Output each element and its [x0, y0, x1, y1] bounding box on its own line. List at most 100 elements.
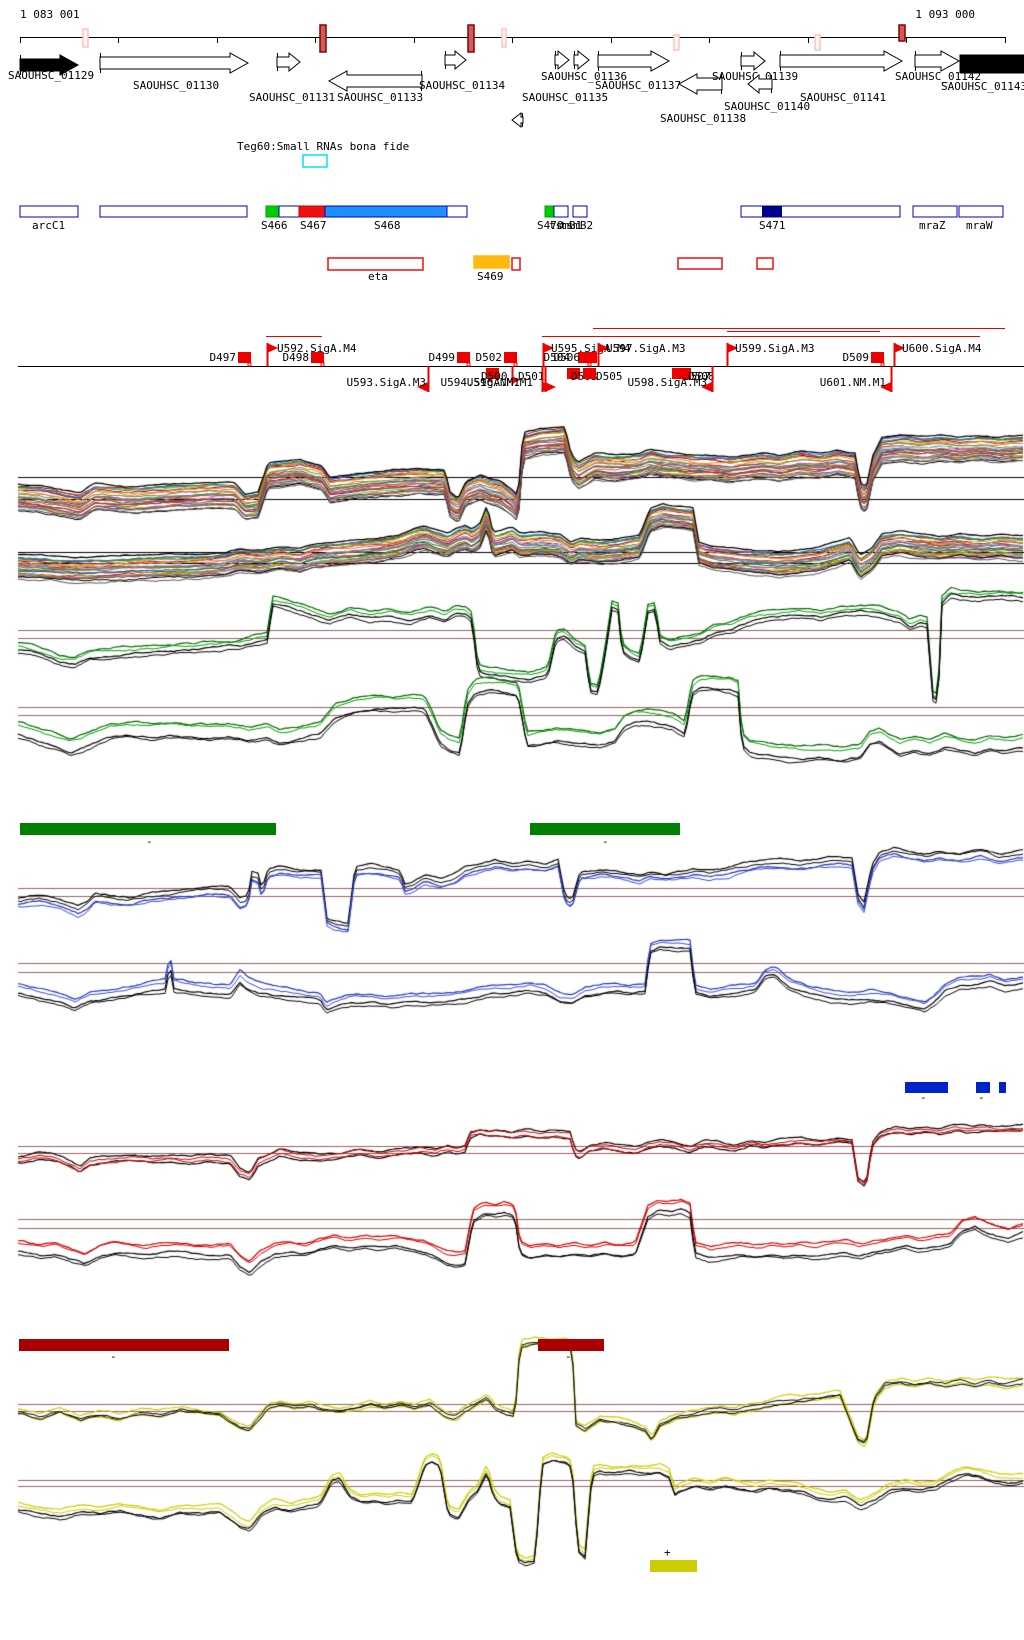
- srna-label: S470: [537, 219, 564, 232]
- feature-flag[interactable]: [512, 376, 520, 384]
- feature-flag[interactable]: [701, 382, 712, 392]
- srna-box[interactable]: [572, 205, 588, 218]
- gene-arrow[interactable]: [747, 73, 773, 95]
- blue-segment-bar[interactable]: [999, 1082, 1006, 1093]
- srna-box[interactable]: [19, 205, 79, 218]
- gene-arrow[interactable]: [99, 52, 250, 74]
- srna-box[interactable]: [740, 205, 901, 218]
- srna-label: S468: [374, 219, 401, 232]
- feature-flag[interactable]: [880, 382, 891, 392]
- feature-flag[interactable]: [894, 343, 905, 353]
- feature-marker-box[interactable]: [583, 368, 596, 379]
- gene-arrow[interactable]: [677, 73, 723, 95]
- feature-flag[interactable]: [598, 343, 609, 353]
- gene-arrow[interactable]: [19, 54, 80, 76]
- gene-label: SAOUHSC_01134: [419, 79, 505, 92]
- srna-label: tsmB2: [560, 219, 593, 232]
- darkred-segment-bar[interactable]: [19, 1339, 229, 1351]
- gene-label: SAOUHSC_01131: [249, 91, 335, 104]
- gene-arrow[interactable]: [914, 50, 961, 72]
- feature-label: D497: [210, 351, 237, 364]
- feature-label: U596.NM.M1: [467, 376, 533, 389]
- feature-marker-box[interactable]: [238, 352, 251, 363]
- srna-label: S471: [759, 219, 786, 232]
- feature-flag[interactable]: [543, 343, 554, 353]
- feature-label: U594.SigA.M1: [441, 376, 520, 389]
- eta-row-box[interactable]: [511, 257, 521, 271]
- srna-box[interactable]: [265, 205, 280, 218]
- feature-label: D501: [518, 370, 545, 383]
- ruler-variant-mark[interactable]: [673, 34, 680, 51]
- feature-label: U593.SigA.M3: [347, 376, 426, 389]
- gene-arrow[interactable]: [276, 51, 301, 73]
- strand-label: +: [664, 1546, 671, 1559]
- feature-marker-box[interactable]: [584, 352, 597, 363]
- srna-box[interactable]: [912, 205, 958, 218]
- gene-arrow[interactable]: [444, 49, 467, 71]
- gene-arrow[interactable]: [327, 70, 423, 92]
- feature-flag[interactable]: [267, 343, 278, 353]
- feature-marker-box[interactable]: [871, 352, 884, 363]
- feature-flag[interactable]: [727, 343, 738, 353]
- feature-flag[interactable]: [545, 382, 556, 392]
- srna-box[interactable]: [544, 205, 555, 218]
- feature-marker-box[interactable]: [457, 352, 470, 363]
- feature-flag[interactable]: [417, 382, 428, 392]
- ruler-variant-mark[interactable]: [501, 28, 507, 48]
- srna-box[interactable]: [99, 205, 248, 218]
- blue-segment-bar[interactable]: [905, 1082, 948, 1093]
- yellow-segment-bar[interactable]: [650, 1560, 697, 1572]
- srna-box[interactable]: [298, 205, 326, 218]
- srna-box[interactable]: [324, 205, 448, 218]
- feature-marker-box[interactable]: [311, 352, 324, 363]
- gene-label: SAOUHSC_01139: [712, 70, 798, 83]
- gene-arrow[interactable]: [511, 111, 524, 129]
- teg60-label: Teg60:Small RNAs bona fide: [237, 140, 409, 153]
- srna-box[interactable]: [958, 205, 1004, 218]
- feature-marker-box[interactable]: [486, 368, 499, 379]
- eta-row-box[interactable]: [473, 255, 510, 269]
- gene-arrow[interactable]: [959, 54, 1024, 74]
- feature-label: D502: [476, 351, 503, 364]
- feature-label: U592.SigA.M4: [277, 342, 357, 355]
- ruler-variant-mark[interactable]: [898, 24, 906, 42]
- gene-label: SAOUHSC_01141: [800, 91, 886, 104]
- ruler-variant-mark[interactable]: [82, 28, 89, 48]
- feature-label: U598.SigA.M3: [628, 376, 707, 389]
- ruler-variant-mark[interactable]: [319, 24, 327, 53]
- gene-label: SAOUHSC_01138: [660, 112, 746, 125]
- feature-marker-box[interactable]: [504, 352, 517, 363]
- strand-label: -: [146, 835, 153, 848]
- eta-row-box[interactable]: [327, 257, 424, 271]
- ruler-variant-mark[interactable]: [467, 24, 475, 53]
- feature-marker-box[interactable]: [567, 368, 580, 379]
- gene-arrow[interactable]: [573, 49, 590, 71]
- gene-arrow[interactable]: [779, 50, 904, 72]
- feature-marker-tick: [587, 362, 592, 367]
- eta-row-box[interactable]: [677, 257, 723, 270]
- green-segment-bar[interactable]: [530, 823, 680, 835]
- srna-box[interactable]: [553, 205, 569, 218]
- green-segment-bar[interactable]: [20, 823, 276, 835]
- gene-arrow[interactable]: [554, 49, 570, 71]
- feature-label: D508: [688, 370, 715, 383]
- feature-marker-box[interactable]: [678, 368, 691, 379]
- srna-box[interactable]: [278, 205, 300, 218]
- strand-label: -: [565, 1350, 572, 1363]
- gene-arrow[interactable]: [740, 50, 766, 72]
- gene-label: SAOUHSC_01140: [724, 100, 810, 113]
- eta-row-box[interactable]: [756, 257, 774, 270]
- gene-label: SAOUHSC_01136: [541, 70, 627, 83]
- gene-arrow[interactable]: [597, 50, 671, 72]
- blue-segment-bar[interactable]: [976, 1082, 990, 1093]
- srna-box[interactable]: [446, 205, 468, 218]
- darkred-segment-bar[interactable]: [538, 1339, 604, 1351]
- feature-label: D506: [554, 351, 581, 364]
- teg60-srna-box[interactable]: [302, 154, 328, 168]
- strand-label: -: [110, 1350, 117, 1363]
- ruler-variant-mark[interactable]: [814, 34, 821, 51]
- feature-label: D504: [544, 351, 571, 364]
- feature-label: U599.SigA.M3: [735, 342, 814, 355]
